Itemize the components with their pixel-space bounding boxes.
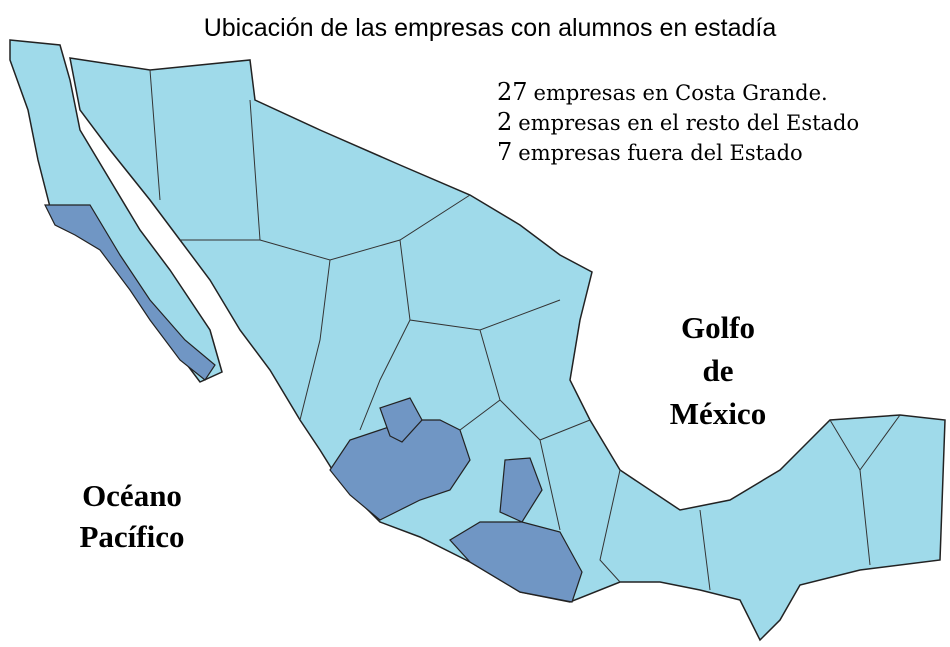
gulf-label: México <box>670 396 766 431</box>
stat-line: 7 empresas fuera del Estado <box>497 138 803 166</box>
guerrero <box>449 521 583 603</box>
stat-count: 7 <box>497 138 512 166</box>
stat-count: 2 <box>497 108 512 136</box>
ocean-label: Océano <box>82 478 182 513</box>
estado-de-mexico <box>499 457 543 523</box>
state-borders <box>149 69 901 591</box>
map <box>9 39 946 642</box>
stat-line: 27 empresas en Costa Grande. <box>497 78 828 106</box>
stat-text: empresas en el resto del Estado <box>518 111 859 135</box>
stats: 27 empresas en Costa Grande.2 empresas en … <box>497 78 859 166</box>
baja-california <box>9 39 223 383</box>
stat-text: empresas en Costa Grande. <box>534 81 828 105</box>
jalisco <box>329 419 471 521</box>
title: Ubicación de las empresas con alumnos en… <box>204 14 777 42</box>
ocean-label: Pacífico <box>79 519 184 554</box>
mainland <box>69 57 946 642</box>
stat-text: empresas fuera del Estado <box>518 141 802 165</box>
aguascalientes <box>379 397 423 443</box>
stat-count: 27 <box>497 78 528 106</box>
gulf-label: Golfo <box>681 310 755 345</box>
stat-line: 2 empresas en el resto del Estado <box>497 108 859 136</box>
gulf-label: de <box>703 353 734 388</box>
baja-california-sur <box>44 204 216 381</box>
